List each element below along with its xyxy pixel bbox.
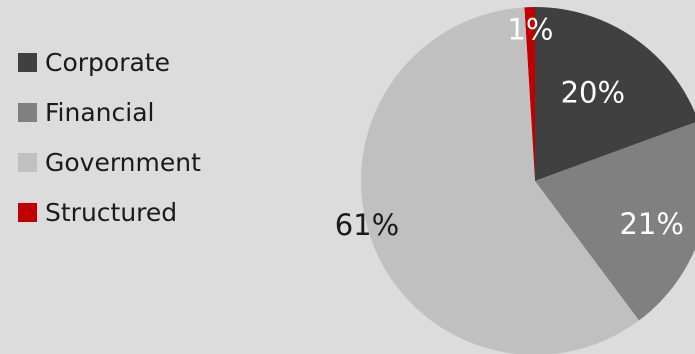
legend-label-government: Government (45, 147, 201, 177)
data-label-structured: 1% (507, 12, 553, 46)
legend-swatch-structured (18, 202, 37, 222)
legend: Corporate Financial Government Structure… (18, 44, 201, 244)
data-label-financial: 21% (619, 207, 683, 241)
legend-label-corporate: Corporate (45, 47, 170, 77)
pie-slice-corporate (535, 7, 695, 181)
data-label-government: 61% (335, 208, 399, 242)
pie-slice-financial (535, 122, 695, 321)
legend-swatch-government (18, 152, 37, 172)
legend-label-financial: Financial (45, 97, 155, 127)
legend-item-financial: Financial (18, 94, 201, 130)
pie-slice-structured (524, 7, 535, 181)
legend-swatch-corporate (18, 52, 37, 72)
legend-item-corporate: Corporate (18, 44, 201, 80)
legend-swatch-financial (18, 102, 37, 122)
data-label-corporate: 20% (561, 75, 625, 109)
pie-slice-government (361, 7, 639, 354)
legend-label-structured: Structured (45, 197, 178, 227)
legend-item-structured: Structured (18, 194, 201, 230)
legend-item-government: Government (18, 144, 201, 180)
